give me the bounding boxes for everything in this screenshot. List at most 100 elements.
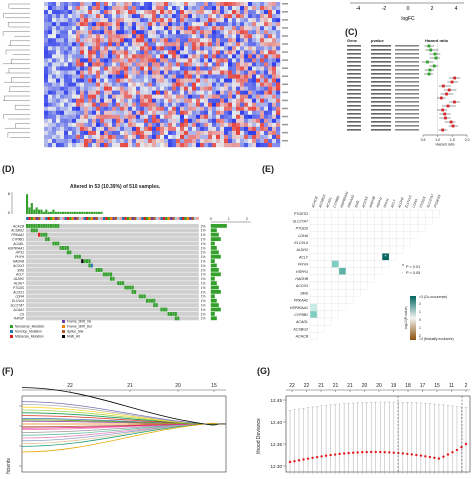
heatmap-cell <box>196 130 201 136</box>
heatmap-cell <box>224 142 229 148</box>
heatmap-cell <box>160 38 165 43</box>
heatmap-cell <box>224 78 229 83</box>
heatmap-cell <box>208 78 213 83</box>
heatmap-cell <box>228 10 233 15</box>
oncoplot-row-bg <box>26 237 199 242</box>
heatmap-cell <box>60 138 65 144</box>
heatmap-cell <box>244 6 249 11</box>
heatmap-cell <box>172 138 177 144</box>
heatmap-cell <box>208 38 213 43</box>
heatmap-cell <box>124 94 129 99</box>
cooc-cell <box>309 224 318 232</box>
heatmap-cell <box>152 6 157 11</box>
heatmap-cell <box>112 142 117 148</box>
heatmap-cell <box>240 122 245 128</box>
heatmap-cell <box>124 130 129 136</box>
heatmap-cell <box>248 10 253 15</box>
oncoplot-row-bg <box>26 272 199 277</box>
heatmap-cell <box>252 54 257 59</box>
heatmap-cell <box>68 138 73 144</box>
cooc-cell <box>338 224 347 232</box>
forest-row-gene <box>347 101 361 103</box>
cooc-cell <box>345 209 354 218</box>
heatmap-cell <box>44 130 49 136</box>
heatmap-cell <box>132 134 137 140</box>
heatmap-cell <box>188 58 193 63</box>
heatmap-cell <box>204 102 209 107</box>
heatmap-cell <box>116 34 121 39</box>
annotation-cell <box>110 217 113 220</box>
cooc-cell <box>396 238 404 247</box>
heatmap-cell <box>188 82 193 87</box>
heatmap-cell <box>172 94 177 99</box>
heatmap-cell <box>268 138 273 144</box>
heatmap-cell <box>60 46 65 51</box>
heatmap-cell <box>236 118 241 124</box>
cooc-cell <box>360 253 368 261</box>
heatmap-cell <box>88 62 93 67</box>
heatmap-cell <box>136 78 141 83</box>
heatmap-cell <box>128 54 133 59</box>
heatmap-cell <box>100 110 105 115</box>
heatmap-cell <box>240 46 245 51</box>
annotation-cell <box>172 217 175 220</box>
gene-freq-bar <box>210 232 219 237</box>
heatmap-cell <box>200 34 205 39</box>
heatmap-cell <box>128 138 133 144</box>
heatmap-cell <box>204 2 209 7</box>
heatmap-cell <box>56 102 61 107</box>
annotation-cell <box>57 217 60 220</box>
heatmap-cell <box>184 58 189 63</box>
cooc-cell <box>317 238 325 247</box>
heatmap-cell <box>140 2 145 7</box>
heatmap-cell <box>108 114 113 120</box>
cooc-cell <box>309 231 318 239</box>
legend-label: Frame_Shift_Del <box>67 325 92 329</box>
scale-tick: 0 <box>419 318 421 322</box>
heatmap-cell <box>116 6 121 11</box>
forest-point <box>441 84 445 88</box>
tmb-tick: 8 <box>8 191 11 196</box>
oncoplot-gene-label: ELOVL6 <box>12 299 24 303</box>
heatmap-cell <box>176 102 181 107</box>
heatmap-cell <box>176 30 181 35</box>
heatmap-cell <box>272 62 277 67</box>
heatmap-cell <box>240 94 245 99</box>
heatmap-cell <box>60 98 65 103</box>
cooc-cell <box>374 224 383 232</box>
heatmap-cell <box>156 42 161 47</box>
heatmap-cell <box>96 34 101 39</box>
heatmap-cell <box>232 50 237 55</box>
heatmap-cell <box>88 66 93 71</box>
heatmap-cell <box>240 6 245 11</box>
heatmap-cell <box>152 118 157 124</box>
forest-point <box>439 96 443 100</box>
heatmap-cell <box>124 18 129 23</box>
heatmap-cell <box>272 142 277 148</box>
heatmap-cell <box>80 54 85 59</box>
heatmap-cell <box>128 130 133 136</box>
oncoplot-percent: 1% <box>201 268 206 272</box>
forest-row-ci <box>395 129 419 131</box>
heatmap-cell <box>252 114 257 120</box>
heatmap-cell <box>88 134 93 140</box>
heatmap-cell <box>52 74 57 79</box>
heatmap-cell <box>72 70 77 75</box>
cooc-cell <box>309 245 318 254</box>
heatmap-cell <box>132 30 137 35</box>
heatmap-cell <box>148 46 153 51</box>
heatmap-cell <box>260 18 265 23</box>
heatmap-cell <box>196 2 201 7</box>
heatmap-cell <box>164 86 169 91</box>
row-label-mark <box>282 75 288 77</box>
annotation-cell <box>119 217 122 220</box>
mutation-cell <box>148 298 151 303</box>
heatmap-cell <box>272 86 277 91</box>
heatmap-cell <box>228 34 233 39</box>
heatmap-cell <box>48 74 53 79</box>
heatmap-cell <box>164 106 169 111</box>
cooc-cell <box>353 253 361 261</box>
heatmap-cell <box>204 26 209 31</box>
heatmap-cell <box>172 42 177 47</box>
heatmap-cell <box>176 90 181 95</box>
